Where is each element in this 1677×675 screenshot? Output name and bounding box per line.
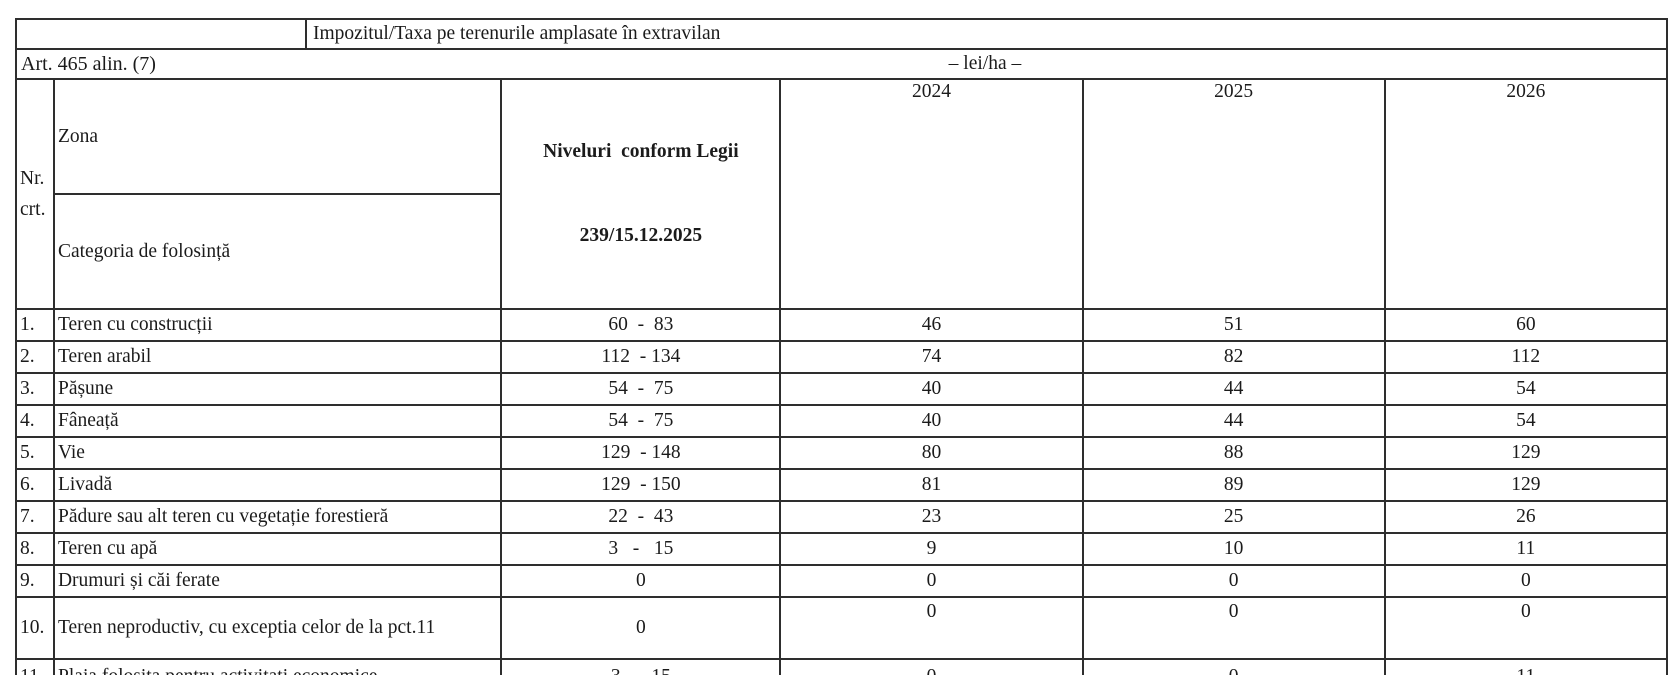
row-number: 6.	[15, 468, 55, 503]
row-niveluri: 129 - 148	[500, 436, 782, 471]
extravilan-tax-table: Impozitul/Taxa pe terenurile amplasate î…	[15, 18, 1669, 675]
row-categoria: Teren cu apă	[52, 532, 503, 567]
row-niveluri: 0	[500, 564, 782, 599]
row-niveluri: 54 - 75	[500, 404, 782, 439]
row-value-2025: 88	[1081, 436, 1386, 471]
row-number: 9.	[15, 564, 55, 599]
row-value-2024: 0	[779, 658, 1084, 675]
table-row: 7. Pădure sau alt teren cu vegetație for…	[15, 500, 1669, 535]
row-value-2026: 60	[1383, 308, 1669, 343]
row-niveluri: 129 - 150	[500, 468, 782, 503]
row-value-2025: 89	[1081, 468, 1386, 503]
row-niveluri: 60 - 83	[500, 308, 782, 343]
row-categoria: Vie	[52, 436, 503, 471]
row-categoria: Pădure sau alt teren cu vegetație forest…	[52, 500, 503, 535]
row-niveluri: 112 - 134	[500, 340, 782, 375]
header-row-top: Nr. crt. Zona Niveluri conform Legii 239…	[15, 77, 1669, 311]
row-value-2024: 74	[779, 340, 1084, 375]
row-value-2025: 44	[1081, 404, 1386, 439]
row-value-2026: 0	[1383, 596, 1669, 661]
row-number: 4.	[15, 404, 55, 439]
header-year-2024: 2024	[779, 77, 1084, 311]
row-value-2026: 26	[1383, 500, 1669, 535]
row-niveluri: 3 - 15	[500, 658, 782, 675]
row-value-2025: 0	[1081, 596, 1386, 661]
row-value-2025: 82	[1081, 340, 1386, 375]
table-row: 3. Pășune 54 - 75 40 44 54	[15, 372, 1669, 407]
table-row: 6. Livadă 129 - 150 81 89 129	[15, 468, 1669, 503]
row-categoria: Pășune	[52, 372, 503, 407]
row-value-2024: 23	[779, 500, 1084, 535]
header-zona: Zona	[52, 77, 503, 196]
row-number: 8.	[15, 532, 55, 567]
row-value-2024: 0	[779, 564, 1084, 599]
row-categoria: Teren arabil	[52, 340, 503, 375]
table-row: 2. Teren arabil 112 - 134 74 82 112	[15, 340, 1669, 375]
row-number: 2.	[15, 340, 55, 375]
row-value-2025: 10	[1081, 532, 1386, 567]
row-niveluri: 22 - 43	[500, 500, 782, 535]
row-categoria: Fâneață	[52, 404, 503, 439]
header-niveluri: Niveluri conform Legii 239/15.12.2025	[500, 77, 782, 311]
row-value-2024: 46	[779, 308, 1084, 343]
row-value-2024: 9	[779, 532, 1084, 567]
row-number: 1.	[15, 308, 55, 343]
row-value-2026: 129	[1383, 436, 1669, 471]
table-row: 1. Teren cu construcții 60 - 83 46 51 60	[15, 308, 1669, 343]
header-niveluri-line2: 239/15.12.2025	[579, 225, 703, 247]
row-number: 11.	[15, 658, 55, 675]
row-value-2025: 0	[1081, 658, 1386, 675]
row-value-2026: 129	[1383, 468, 1669, 503]
header-year-2025: 2025	[1081, 77, 1386, 311]
table-row: 8. Teren cu apă 3 - 15 9 10 11	[15, 532, 1669, 567]
row-value-2026: 54	[1383, 404, 1669, 439]
row-value-2026: 0	[1383, 564, 1669, 599]
unit-label: – lei/ha –	[948, 53, 1022, 74]
article-row: Art. 465 alin. (7) – lei/ha –	[15, 48, 1668, 78]
row-number: 7.	[15, 500, 55, 535]
table-title-row: Impozitul/Taxa pe terenurile amplasate î…	[15, 18, 1668, 48]
row-value-2024: 40	[779, 404, 1084, 439]
row-categoria: Teren neproductiv, cu exceptia celor de …	[52, 596, 503, 661]
row-value-2025: 0	[1081, 564, 1386, 599]
row-value-2024: 40	[779, 372, 1084, 407]
row-value-2025: 25	[1081, 500, 1386, 535]
article-reference: Art. 465 alin. (7)	[21, 52, 156, 75]
row-value-2026: 11	[1383, 658, 1669, 675]
header-nr-crt: Nr. crt.	[15, 77, 55, 311]
row-niveluri: 3 - 15	[500, 532, 782, 567]
row-value-2025: 51	[1081, 308, 1386, 343]
title-empty-cell	[17, 20, 307, 48]
row-value-2026: 54	[1383, 372, 1669, 407]
header-niveluri-line1: Niveluri conform Legii	[543, 140, 739, 162]
row-categoria: Drumuri și căi ferate	[52, 564, 503, 599]
header-row-bottom: Categoria de folosință	[16, 193, 1667, 311]
row-value-2026: 11	[1383, 532, 1669, 567]
row-value-2025: 44	[1081, 372, 1386, 407]
row-number: 10.	[15, 596, 55, 661]
row-value-2024: 0	[779, 596, 1084, 661]
row-categoria: Plaja folosita pentru activitati economi…	[52, 658, 503, 675]
row-categoria: Teren cu construcții	[52, 308, 503, 343]
row-categoria: Livadă	[52, 468, 503, 503]
header-nr-line1: Nr.	[20, 168, 45, 190]
header-year-2026: 2026	[1383, 77, 1669, 311]
row-number: 5.	[15, 436, 55, 471]
table-row: 11. Plaja folosita pentru activitati eco…	[15, 658, 1669, 675]
row-value-2026: 112	[1383, 340, 1669, 375]
row-value-2024: 80	[779, 436, 1084, 471]
table-row: 4. Fâneață 54 - 75 40 44 54	[15, 404, 1669, 439]
row-number: 3.	[15, 372, 55, 407]
table-row: 9. Drumuri și căi ferate 0 0 0 0	[15, 564, 1669, 599]
tax-levels-table: Nr. crt. Zona Niveluri conform Legii 239…	[15, 77, 1669, 675]
header-categoria: Categoria de folosință	[52, 193, 503, 311]
row-niveluri: 0	[500, 596, 782, 661]
table-row: 10. Teren neproductiv, cu exceptia celor…	[15, 596, 1669, 661]
row-value-2024: 81	[779, 468, 1084, 503]
header-nr-line2: crt.	[20, 199, 46, 221]
row-niveluri: 54 - 75	[500, 372, 782, 407]
table-row: 5. Vie 129 - 148 80 88 129	[15, 436, 1669, 471]
table-title: Impozitul/Taxa pe terenurile amplasate î…	[313, 23, 721, 44]
